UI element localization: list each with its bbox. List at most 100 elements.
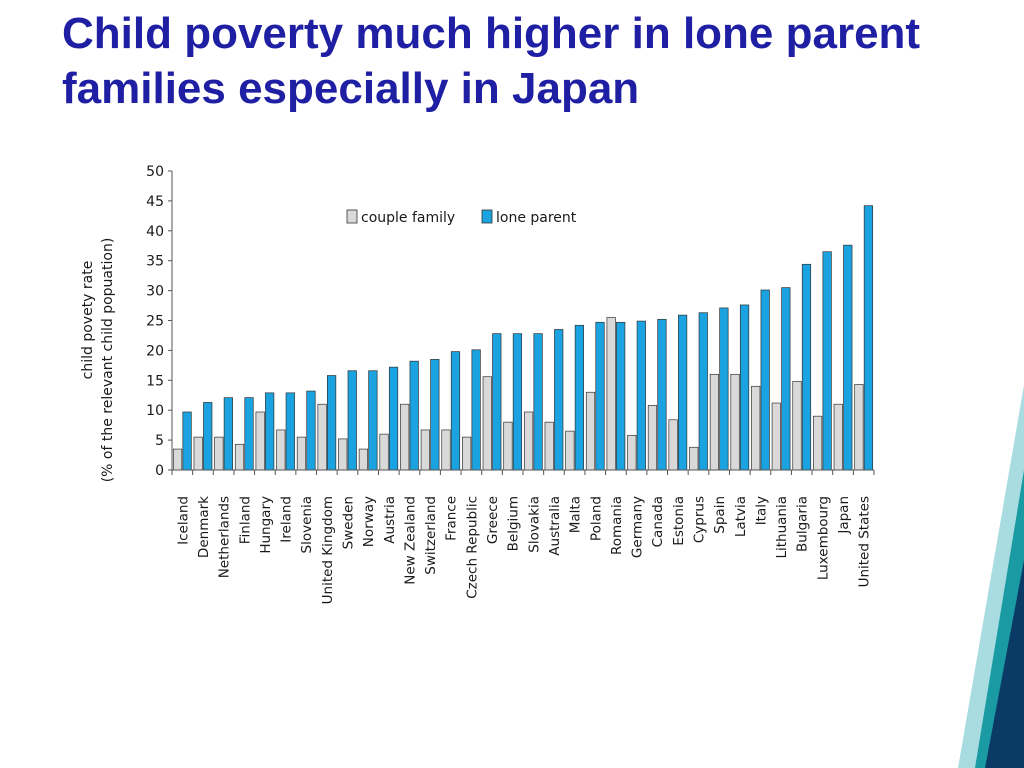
legend: couple family lone parent bbox=[346, 209, 577, 226]
y-tick-label: 0 bbox=[155, 463, 164, 479]
y-tick-label: 20 bbox=[146, 343, 164, 359]
x-tick-label: Austria bbox=[382, 496, 398, 544]
bar-couple-family bbox=[358, 448, 368, 471]
x-tick-label: Norway bbox=[361, 496, 377, 547]
bar-couple-family bbox=[606, 317, 616, 471]
x-tick-label: Slovakia bbox=[526, 496, 542, 553]
bar-couple-family bbox=[276, 429, 286, 471]
y-tick-label: 10 bbox=[146, 403, 164, 419]
x-tick-label: United States bbox=[857, 496, 873, 587]
bar-lone-parent bbox=[244, 397, 254, 471]
bars bbox=[172, 205, 874, 471]
x-tick-label: Hungary bbox=[258, 496, 274, 554]
x-tick-label: New Zealand bbox=[402, 496, 418, 585]
bar-lone-parent bbox=[430, 359, 440, 471]
bar-lone-parent bbox=[781, 287, 791, 471]
x-tick-label: Australia bbox=[547, 496, 563, 556]
bar-couple-family bbox=[234, 443, 245, 471]
legend-label-lone-parent: lone parent bbox=[496, 210, 577, 226]
x-tick-label: Finland bbox=[237, 496, 253, 544]
x-tick-label: Bulgaria bbox=[795, 496, 811, 552]
x-tick-label: Czech Republic bbox=[464, 496, 480, 599]
y-tick-label: 25 bbox=[146, 314, 164, 330]
x-tick-label: Lithuania bbox=[774, 496, 790, 559]
bar-couple-family bbox=[193, 436, 203, 471]
bar-couple-family bbox=[523, 411, 534, 471]
x-tick-label: Germany bbox=[630, 496, 646, 558]
bar-couple-family bbox=[482, 376, 492, 471]
bar-lone-parent bbox=[306, 390, 316, 471]
y-tick-label: 30 bbox=[146, 284, 164, 300]
bar-lone-parent bbox=[203, 402, 213, 471]
y-tick-label: 45 bbox=[146, 194, 164, 210]
x-tick-label: Netherlands bbox=[217, 496, 233, 578]
slide-title: Child poverty much higher in lone parent… bbox=[62, 9, 921, 113]
bar-couple-family bbox=[751, 385, 761, 471]
x-tick-label: Malta bbox=[568, 496, 584, 533]
bar-lone-parent bbox=[678, 314, 688, 471]
bar-couple-family bbox=[585, 391, 596, 471]
bar-couple-family bbox=[647, 405, 658, 471]
bar-couple-family bbox=[730, 373, 740, 471]
x-tick-label: Sweden bbox=[341, 496, 357, 549]
bar-lone-parent bbox=[409, 360, 419, 471]
bar-couple-family bbox=[709, 373, 719, 471]
y-tick-label: 5 bbox=[155, 433, 164, 449]
bar-couple-family bbox=[379, 433, 389, 471]
bar-lone-parent bbox=[574, 324, 584, 471]
x-tick-label: Japan bbox=[836, 496, 852, 535]
bar-lone-parent bbox=[698, 312, 708, 471]
bar-lone-parent bbox=[843, 244, 853, 471]
y-tick-label: 35 bbox=[146, 254, 164, 270]
y-tick-label: 40 bbox=[146, 224, 164, 240]
bar-couple-family bbox=[771, 402, 781, 471]
bar-lone-parent bbox=[636, 320, 646, 471]
bar-couple-family bbox=[854, 384, 864, 471]
x-tick-label: Switzerland bbox=[423, 496, 439, 575]
legend-swatch-couple-family bbox=[346, 209, 358, 224]
bar-lone-parent bbox=[388, 366, 399, 471]
x-tick-label: United Kingdom bbox=[320, 496, 336, 604]
x-tick-label: Belgium bbox=[506, 496, 522, 551]
bar-lone-parent bbox=[450, 351, 461, 471]
bar-couple-family bbox=[689, 446, 699, 471]
bar-couple-family bbox=[420, 429, 430, 471]
x-tick-label: Poland bbox=[588, 496, 604, 541]
x-axis: Iceland Denmark Netherlands Finland Hungary I… bbox=[171, 469, 875, 604]
bar-lone-parent bbox=[265, 392, 275, 471]
bar-couple-family bbox=[296, 436, 307, 471]
bar-lone-parent bbox=[512, 333, 523, 471]
x-tick-label: Slovenia bbox=[299, 496, 315, 553]
bar-lone-parent bbox=[368, 370, 378, 471]
y-tick-label: 50 bbox=[146, 164, 164, 180]
bar-couple-family bbox=[317, 403, 327, 471]
bar-lone-parent bbox=[492, 333, 502, 471]
bar-lone-parent bbox=[719, 307, 729, 471]
bar-couple-family bbox=[565, 430, 575, 471]
bar-couple-family bbox=[338, 438, 348, 471]
bar-lone-parent bbox=[739, 304, 750, 471]
x-tick-label: Denmark bbox=[196, 496, 212, 558]
legend-label-couple-family: couple family bbox=[361, 210, 455, 226]
bar-couple-family bbox=[668, 419, 678, 471]
bar-couple-family bbox=[627, 434, 637, 471]
bar-lone-parent bbox=[760, 289, 770, 471]
y-axis-label-line1: child povety rate bbox=[80, 261, 96, 380]
bar-couple-family bbox=[441, 429, 451, 471]
x-tick-label: Latvia bbox=[733, 496, 749, 537]
bar-lone-parent bbox=[801, 263, 812, 471]
x-tick-label: Estonia bbox=[671, 496, 687, 546]
bar-lone-parent bbox=[533, 333, 543, 471]
bar-couple-family bbox=[400, 403, 410, 471]
bar-lone-parent bbox=[657, 318, 667, 471]
bar-lone-parent bbox=[327, 375, 337, 471]
y-tick-label: 15 bbox=[146, 373, 164, 389]
bar-lone-parent bbox=[595, 321, 605, 471]
bar-lone-parent bbox=[285, 392, 295, 471]
bar-couple-family bbox=[214, 436, 224, 471]
bar-lone-parent bbox=[554, 329, 564, 471]
bar-lone-parent bbox=[863, 205, 874, 471]
y-axis-label: child povety rate (% of the relevant chi… bbox=[80, 238, 116, 483]
